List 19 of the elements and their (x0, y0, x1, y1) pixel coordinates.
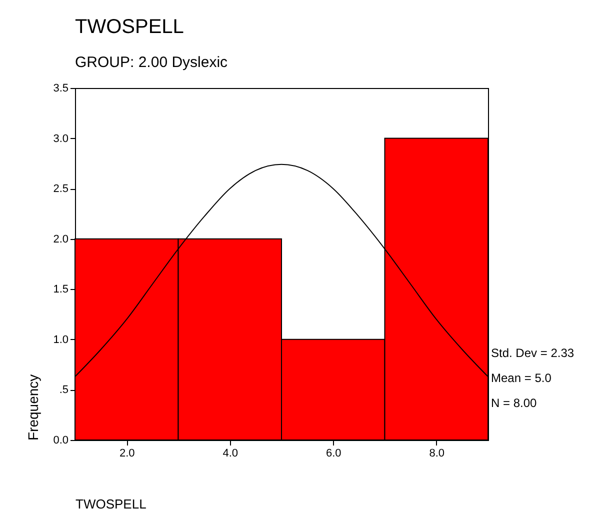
y-tick-label: 2.0 (53, 233, 68, 246)
chart-title: TWOSPELL (75, 16, 184, 38)
y-tick-label: 1.0 (53, 334, 68, 346)
x-tick-label: 8.0 (429, 448, 445, 460)
y-tick-label: .5 (59, 384, 68, 396)
text: Std. Dev = 2.33 (491, 346, 574, 360)
chart-subtitle: GROUP: 2.00 Dyslexic (75, 54, 228, 71)
x-axis-title: TWOSPELL (76, 496, 146, 512)
y-tick-label: 3.5 (53, 82, 68, 94)
y-tick-label: 0.0 (53, 434, 68, 446)
x-tick-label: 2.0 (119, 448, 135, 460)
y-axis-title: Frequency (25, 374, 42, 440)
text: N = 8.00 (491, 396, 538, 410)
y-tick-label: 3.0 (53, 132, 68, 145)
y-tick-label: 1.5 (53, 284, 68, 296)
x-tick-label: 6.0 (326, 448, 342, 460)
text: Mean = 5.0 (491, 371, 552, 385)
x-tick-label: 4.0 (222, 448, 238, 460)
y-tick-label: 2.5 (53, 183, 68, 196)
